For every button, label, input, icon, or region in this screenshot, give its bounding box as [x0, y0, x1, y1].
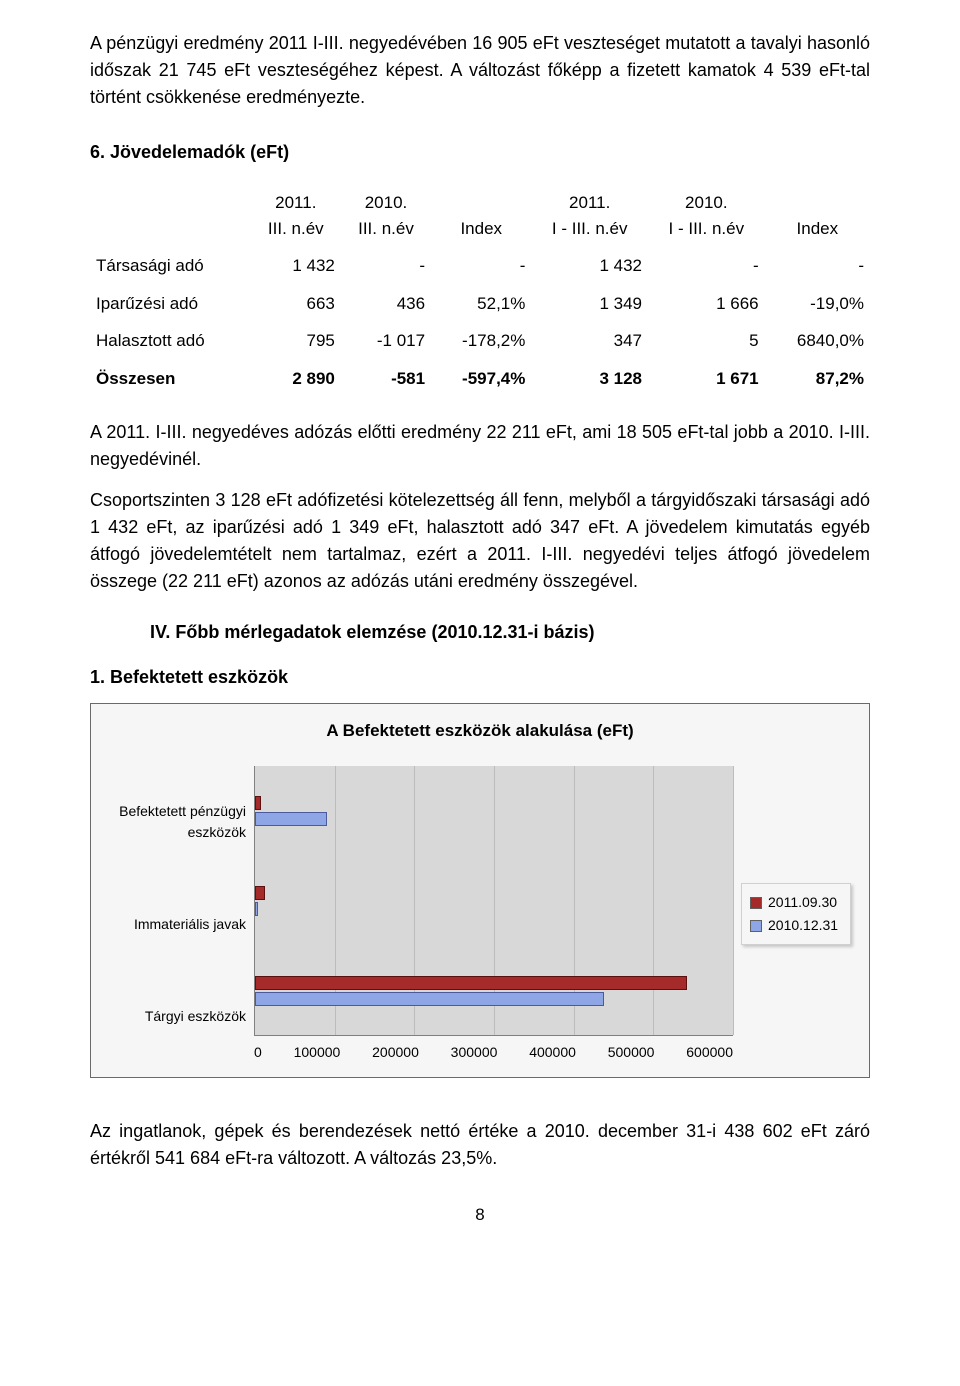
table-cell: -597,4%: [431, 360, 531, 398]
result-paragraph-2: Csoportszinten 3 128 eFt adófizetési köt…: [90, 487, 870, 595]
table-cell: Iparűzési adó: [90, 285, 251, 323]
table-row: Társasági adó1 432--1 432--: [90, 247, 870, 285]
chart-y-label: Tárgyi eszközök: [109, 1006, 246, 1027]
table-cell: 436: [341, 285, 431, 323]
table-cell: Halasztott adó: [90, 322, 251, 360]
chart-title: A Befektetett eszközök alakulása (eFt): [109, 718, 851, 744]
table-cell: 663: [251, 285, 341, 323]
page-number: 8: [90, 1202, 870, 1228]
chart-x-axis: 0 100000 200000 300000 400000 500000 600000: [254, 1042, 733, 1063]
closing-paragraph: Az ingatlanok, gépek és berendezések net…: [90, 1118, 870, 1172]
chart-bar: [255, 902, 258, 916]
table-cell: 795: [251, 322, 341, 360]
table-cell: 52,1%: [431, 285, 531, 323]
table-cell: 1 432: [251, 247, 341, 285]
chart-y-label: Immateriális javak: [109, 914, 246, 935]
table-cell: -: [341, 247, 431, 285]
legend-swatch-icon: [750, 897, 762, 909]
table-header: [90, 184, 251, 247]
table-cell: Társasági adó: [90, 247, 251, 285]
table-cell: 3 128: [531, 360, 648, 398]
chart-plot-area: [254, 766, 733, 1036]
chart-bar: [255, 796, 261, 810]
table-cell: 6840,0%: [765, 322, 870, 360]
chart-x-tick: 300000: [451, 1042, 498, 1063]
chart-bar: [255, 812, 327, 826]
chart-y-labels: Befektetett pénzügyi eszközök Immateriáli…: [109, 766, 254, 1063]
table-header: 2011. III. n.év: [251, 184, 341, 247]
tax-table: 2011. III. n.év2010. III. n.évIndex2011.…: [90, 184, 870, 397]
table-cell: 1 666: [648, 285, 765, 323]
table-header: 2010. III. n.év: [341, 184, 431, 247]
chart-x-tick: 500000: [608, 1042, 655, 1063]
chart-legend: 2011.09.30 2010.12.31: [741, 883, 851, 945]
chart-x-tick: 0: [254, 1042, 262, 1063]
legend-item: 2010.12.31: [750, 915, 842, 936]
assets-chart: A Befektetett eszközök alakulása (eFt) B…: [90, 703, 870, 1078]
legend-label: 2011.09.30: [768, 892, 837, 913]
table-cell: 1 432: [531, 247, 648, 285]
chart-x-tick: 200000: [372, 1042, 419, 1063]
chart-bar: [255, 886, 265, 900]
table-cell: 1 349: [531, 285, 648, 323]
table-cell: 2 890: [251, 360, 341, 398]
chart-bar: [255, 976, 687, 990]
table-cell: -: [431, 247, 531, 285]
table-cell: 87,2%: [765, 360, 870, 398]
legend-swatch-icon: [750, 920, 762, 932]
table-cell: 347: [531, 322, 648, 360]
table-header: 2011. I - III. n.év: [531, 184, 648, 247]
table-cell: 5: [648, 322, 765, 360]
legend-label: 2010.12.31: [768, 915, 838, 936]
chart-x-tick: 100000: [294, 1042, 341, 1063]
table-cell: -581: [341, 360, 431, 398]
chart-y-label: Befektetett pénzügyi eszközök: [109, 801, 246, 843]
table-header: 2010. I - III. n.év: [648, 184, 765, 247]
result-paragraph-1: A 2011. I-III. negyedéves adózás előtti …: [90, 419, 870, 473]
subheading-1: 1. Befektetett eszközök: [90, 664, 870, 691]
table-header: Index: [765, 184, 870, 247]
table-row: Halasztott adó795-1 017-178,2%34756840,0…: [90, 322, 870, 360]
table-cell: 1 671: [648, 360, 765, 398]
table-header: Index: [431, 184, 531, 247]
section-6-title: 6. Jövedelemadók (eFt): [90, 139, 870, 166]
chart-x-tick: 400000: [529, 1042, 576, 1063]
table-row: Iparűzési adó66343652,1%1 3491 666-19,0%: [90, 285, 870, 323]
chart-bar: [255, 992, 604, 1006]
table-cell: -: [765, 247, 870, 285]
legend-item: 2011.09.30: [750, 892, 842, 913]
section-iv-heading: IV. Főbb mérlegadatok elemzése (2010.12.…: [150, 619, 870, 646]
table-cell: Összesen: [90, 360, 251, 398]
table-cell: -: [648, 247, 765, 285]
table-cell: -19,0%: [765, 285, 870, 323]
chart-x-tick: 600000: [686, 1042, 733, 1063]
intro-paragraph: A pénzügyi eredmény 2011 I-III. negyedév…: [90, 30, 870, 111]
table-row: Összesen2 890-581-597,4%3 1281 67187,2%: [90, 360, 870, 398]
table-cell: -178,2%: [431, 322, 531, 360]
table-cell: -1 017: [341, 322, 431, 360]
